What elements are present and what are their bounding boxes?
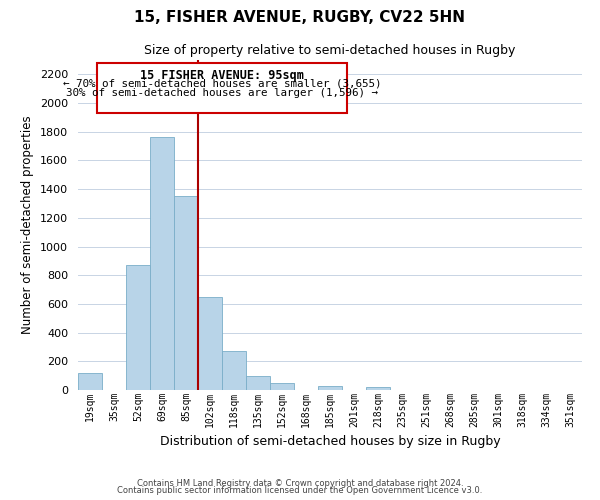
Y-axis label: Number of semi-detached properties: Number of semi-detached properties bbox=[22, 116, 34, 334]
Bar bbox=[270, 383, 294, 390]
Bar bbox=[78, 373, 102, 390]
Bar bbox=[198, 298, 222, 390]
Text: Contains HM Land Registry data © Crown copyright and database right 2024.: Contains HM Land Registry data © Crown c… bbox=[137, 478, 463, 488]
Title: Size of property relative to semi-detached houses in Rugby: Size of property relative to semi-detach… bbox=[145, 44, 515, 58]
Text: 15, FISHER AVENUE, RUGBY, CV22 5HN: 15, FISHER AVENUE, RUGBY, CV22 5HN bbox=[134, 10, 466, 25]
Bar bbox=[150, 138, 174, 390]
Text: 15 FISHER AVENUE: 95sqm: 15 FISHER AVENUE: 95sqm bbox=[140, 68, 304, 82]
Bar bbox=[174, 196, 198, 390]
Bar bbox=[366, 387, 390, 390]
Bar bbox=[222, 352, 246, 390]
Bar bbox=[126, 265, 150, 390]
Text: Contains public sector information licensed under the Open Government Licence v3: Contains public sector information licen… bbox=[118, 486, 482, 495]
X-axis label: Distribution of semi-detached houses by size in Rugby: Distribution of semi-detached houses by … bbox=[160, 435, 500, 448]
Bar bbox=[318, 386, 342, 390]
Text: 30% of semi-detached houses are larger (1,596) →: 30% of semi-detached houses are larger (… bbox=[66, 88, 378, 98]
Text: ← 70% of semi-detached houses are smaller (3,655): ← 70% of semi-detached houses are smalle… bbox=[63, 78, 381, 88]
FancyBboxPatch shape bbox=[97, 63, 347, 113]
Bar bbox=[246, 376, 270, 390]
